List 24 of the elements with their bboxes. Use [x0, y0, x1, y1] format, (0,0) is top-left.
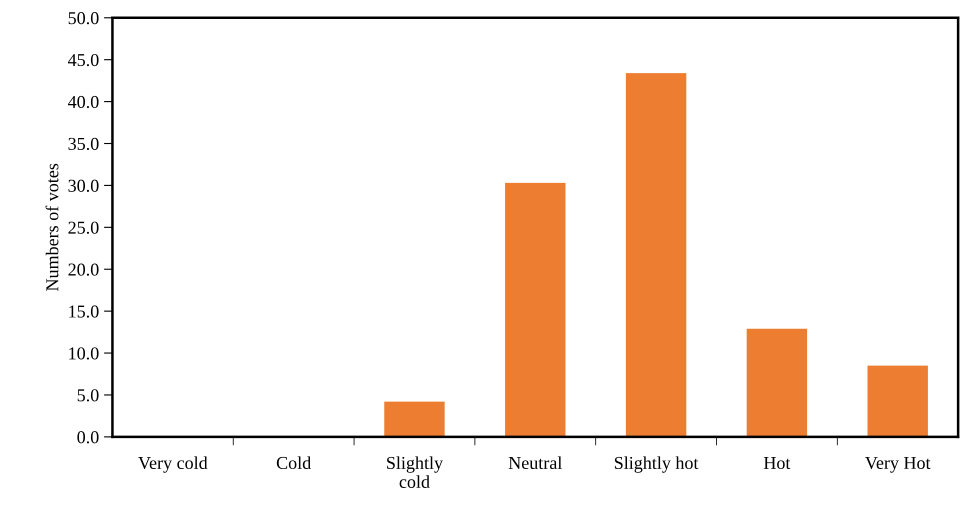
- y-tick-label: 50.0: [68, 12, 99, 24]
- y-tick-label: 40.0: [68, 96, 99, 108]
- y-axis-title: Numbers of votes: [46, 164, 58, 291]
- y-tick-label: 5.0: [78, 389, 99, 402]
- y-tick-label: 35.0: [68, 138, 99, 150]
- bar: [746, 328, 808, 437]
- x-tick-label: Slightly cold: [387, 456, 443, 488]
- x-tick-label: Neutral: [508, 456, 562, 470]
- y-tick-label: 20.0: [68, 263, 99, 276]
- y-tick-label: 30.0: [68, 180, 99, 192]
- y-tick-label: 25.0: [68, 222, 99, 234]
- x-tick-label: Hot: [764, 457, 790, 470]
- bar: [868, 366, 928, 437]
- x-tick-label: Very Hot: [865, 456, 930, 473]
- y-tick-label: 0.0: [77, 431, 99, 444]
- x-tick-label: Cold: [276, 456, 311, 470]
- bar: [626, 73, 686, 437]
- x-tick-label: Slightly hot: [614, 456, 698, 473]
- bar: [505, 182, 566, 437]
- y-tick-label: 10.0: [69, 347, 99, 360]
- bar: [384, 402, 445, 437]
- y-tick-label: 45.0: [68, 54, 99, 66]
- x-tick-label: Very cold: [138, 456, 208, 473]
- y-tick-label: 15.0: [69, 305, 99, 318]
